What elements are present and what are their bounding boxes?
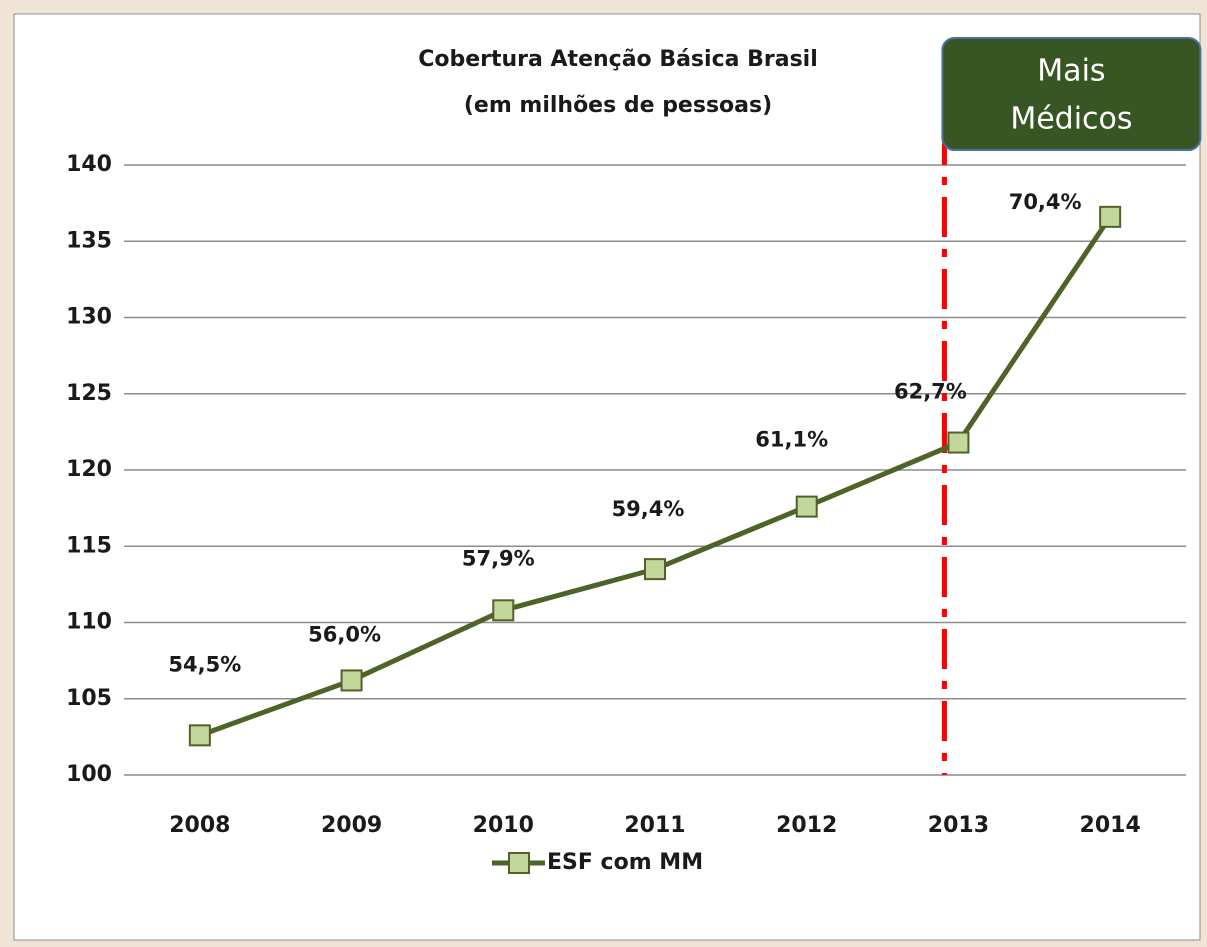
y-tick-label: 110 <box>66 610 112 635</box>
point-label: 57,9% <box>462 546 535 570</box>
x-tick-label: 2008 <box>169 813 230 838</box>
y-tick-label: 100 <box>66 762 112 787</box>
x-tick-label: 2014 <box>1080 813 1141 838</box>
legend-label: ESF com MM <box>547 850 703 875</box>
point-label: 70,4% <box>1009 190 1082 214</box>
chart-subtitle: (em milhões de pessoas) <box>464 93 772 118</box>
data-point <box>947 431 970 454</box>
x-tick-label: 2011 <box>624 813 685 838</box>
chart-area <box>13 13 1201 941</box>
x-tick-label: 2009 <box>321 813 382 838</box>
legend-marker <box>508 852 530 874</box>
data-point <box>644 558 666 581</box>
chart-title: Cobertura Atenção Básica Brasil <box>418 47 818 72</box>
y-tick-label: 130 <box>66 305 112 330</box>
event-label: Mais <box>1037 54 1105 89</box>
data-point <box>795 495 818 518</box>
point-label: 54,5% <box>168 652 241 676</box>
y-tick-label: 125 <box>66 381 112 406</box>
point-label: 59,4% <box>612 497 685 521</box>
y-tick-label: 140 <box>66 152 112 177</box>
event-box <box>941 37 1202 151</box>
point-label: 62,7% <box>894 380 967 404</box>
y-tick-label: 135 <box>66 228 112 253</box>
data-point <box>492 599 515 622</box>
data-point <box>1099 205 1122 228</box>
x-tick-label: 2010 <box>473 813 534 838</box>
y-tick-label: 120 <box>66 457 112 482</box>
y-tick-label: 115 <box>66 533 112 558</box>
x-tick-label: 2013 <box>928 813 989 838</box>
data-point <box>340 669 363 692</box>
event-label: Médicos <box>1010 102 1132 137</box>
y-tick-label: 105 <box>66 686 112 711</box>
point-label: 56,0% <box>308 622 381 646</box>
point-label: 61,1% <box>755 428 828 452</box>
data-point <box>188 724 211 747</box>
x-tick-label: 2012 <box>776 813 837 838</box>
